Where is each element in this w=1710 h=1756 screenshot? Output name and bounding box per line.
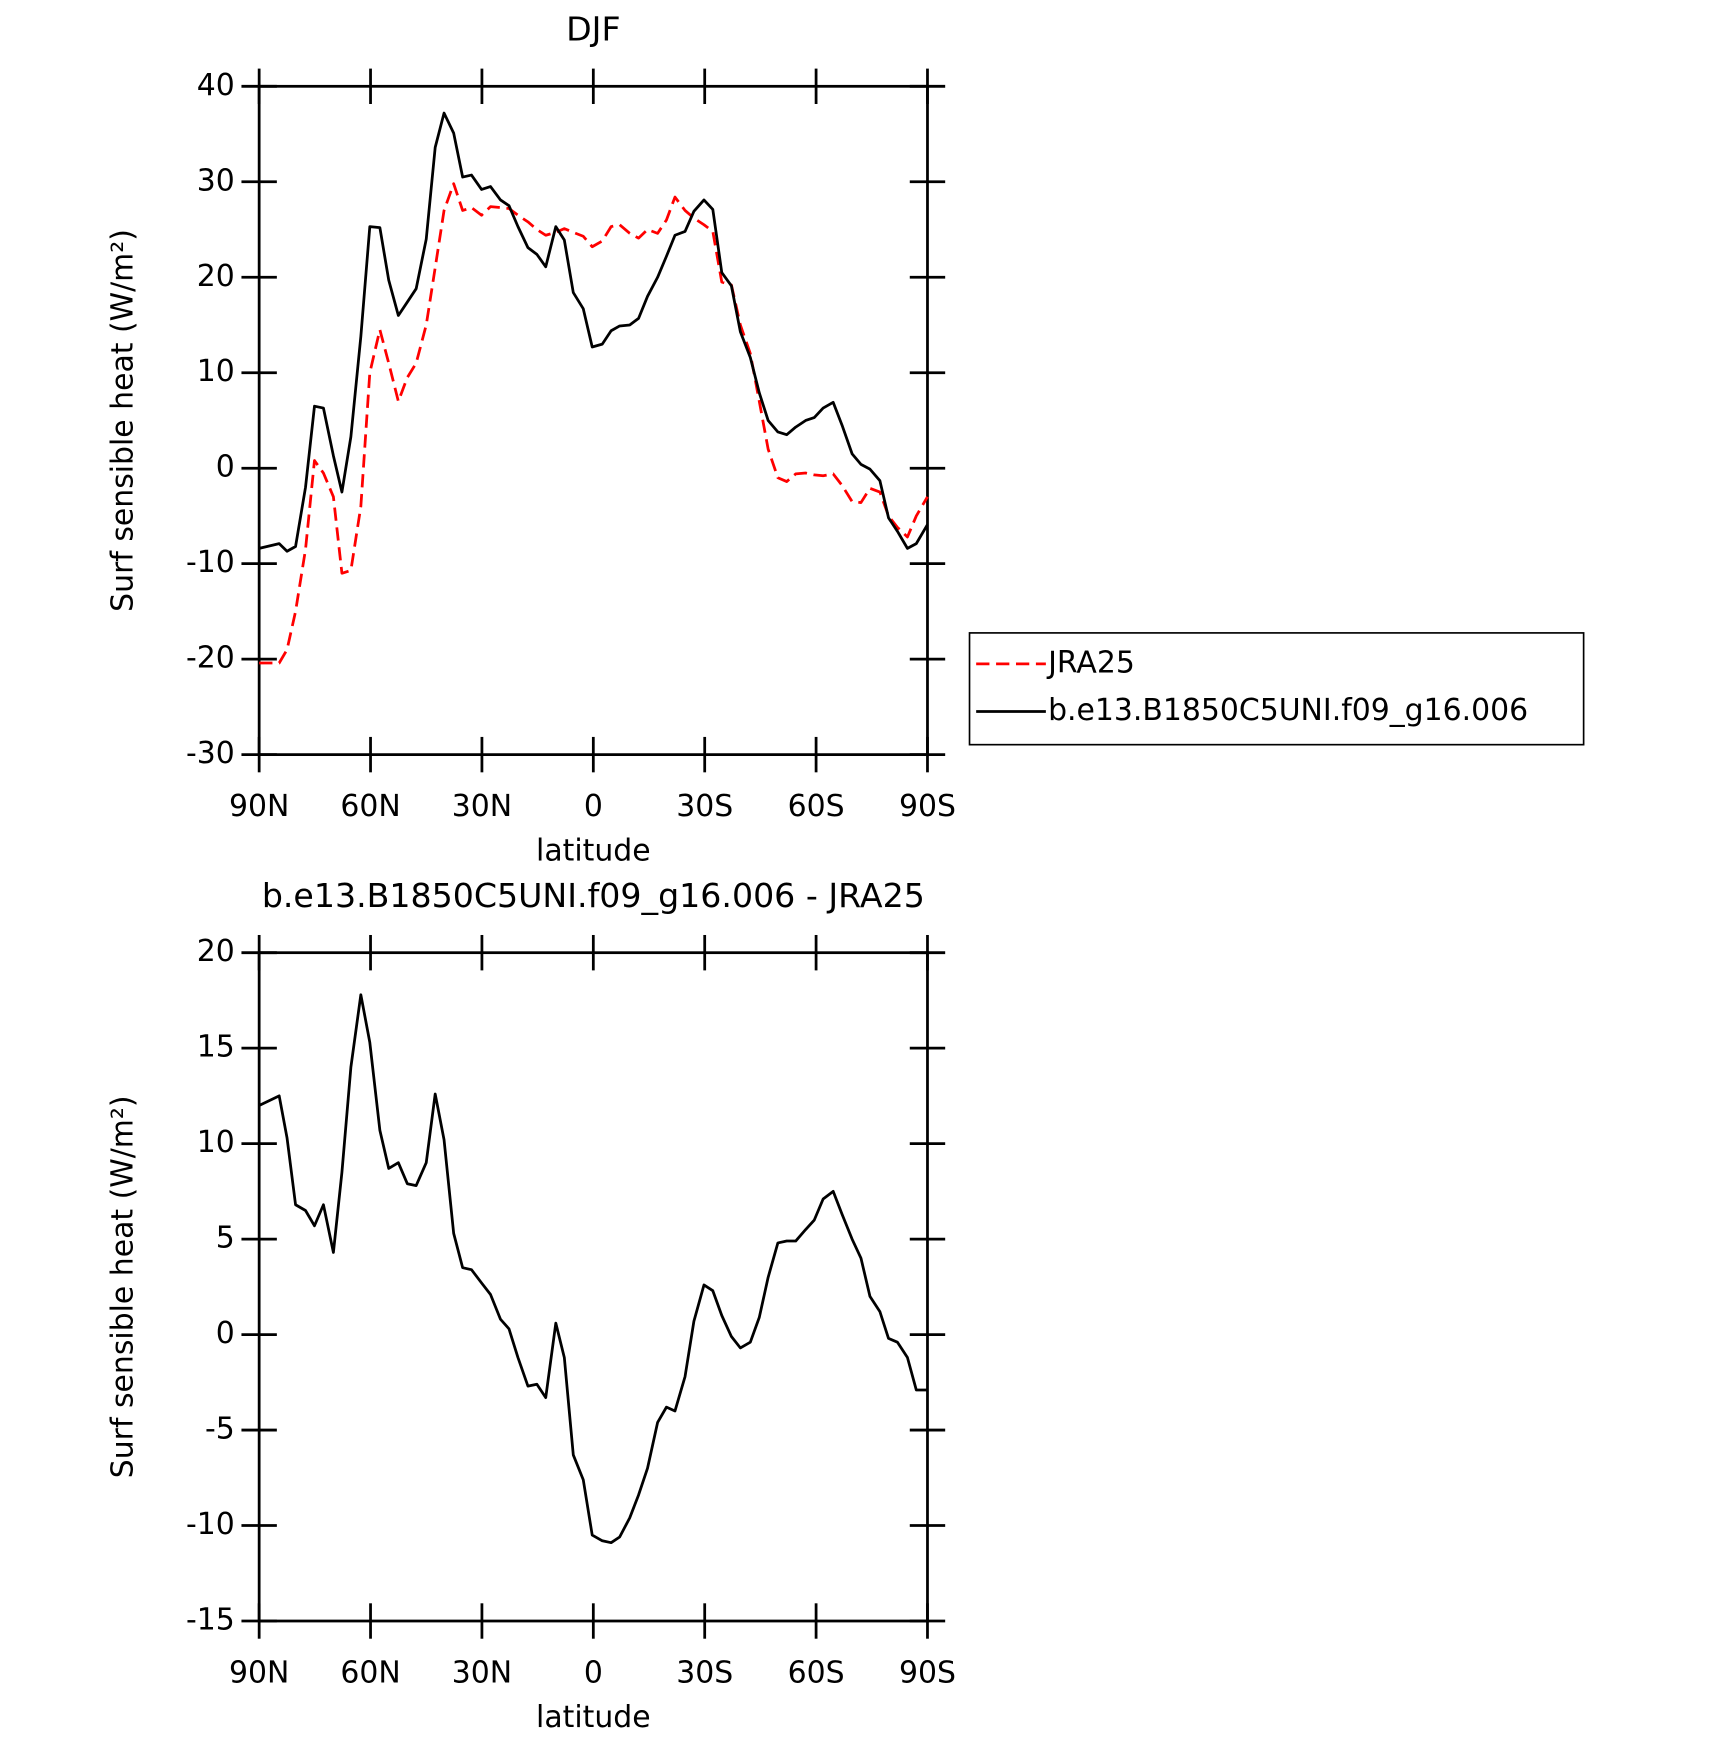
x-tick-label: 0 (584, 789, 603, 824)
x-tick-label: 0 (584, 1656, 603, 1691)
x-axis-label: latitude (536, 1700, 651, 1735)
y-tick-label: -5 (205, 1412, 235, 1447)
y-axis-label: Surf sensible heat (W/m²) (106, 1095, 141, 1478)
chart-title: b.e13.B1850C5UNI.f09_g16.006 - JRA25 (262, 876, 925, 915)
y-tick-label: 20 (197, 259, 235, 294)
x-tick-label: 60N (340, 789, 400, 824)
data-line (259, 182, 929, 665)
plot-frame (257, 84, 929, 757)
y-tick-label: 30 (197, 163, 235, 198)
legend-label: b.e13.B1850C5UNI.f09_g16.006 (1048, 693, 1528, 728)
y-tick-label: -15 (186, 1603, 235, 1638)
x-tick-label: 30N (452, 789, 512, 824)
x-axis-label: latitude (536, 833, 651, 868)
x-tick-label: 90N (229, 789, 289, 824)
x-tick-label: 30N (452, 1656, 512, 1691)
x-tick-label: 90S (899, 1656, 956, 1691)
data-line (258, 993, 928, 1545)
y-tick-label: 5 (216, 1221, 235, 1256)
legend-label: JRA25 (1046, 645, 1135, 680)
y-tick-label: 0 (216, 450, 235, 485)
x-tick-label: 90S (899, 789, 956, 824)
y-tick-label: 0 (216, 1316, 235, 1351)
x-tick-label: 30S (676, 1656, 733, 1691)
y-tick-label: -20 (186, 641, 235, 676)
y-tick-label: -10 (186, 1507, 235, 1542)
y-tick-label: 10 (197, 354, 235, 389)
plot-frame (257, 951, 929, 1623)
y-tick-label: 10 (197, 1125, 235, 1160)
x-tick-label: 60S (788, 1656, 845, 1691)
x-tick-label: 60N (340, 1656, 400, 1691)
legend-box (968, 632, 1585, 746)
y-tick-label: 20 (197, 934, 235, 969)
y-tick-label: 40 (197, 68, 235, 103)
data-line (258, 111, 929, 553)
x-tick-label: 90N (229, 1656, 289, 1691)
y-tick-label: -30 (186, 736, 235, 771)
y-axis-label: Surf sensible heat (W/m²) (106, 229, 141, 612)
y-tick-label: 15 (197, 1030, 235, 1065)
x-tick-label: 60S (788, 789, 845, 824)
y-tick-label: -10 (186, 545, 235, 580)
chart-title: DJF (566, 9, 620, 48)
x-tick-label: 30S (676, 789, 733, 824)
